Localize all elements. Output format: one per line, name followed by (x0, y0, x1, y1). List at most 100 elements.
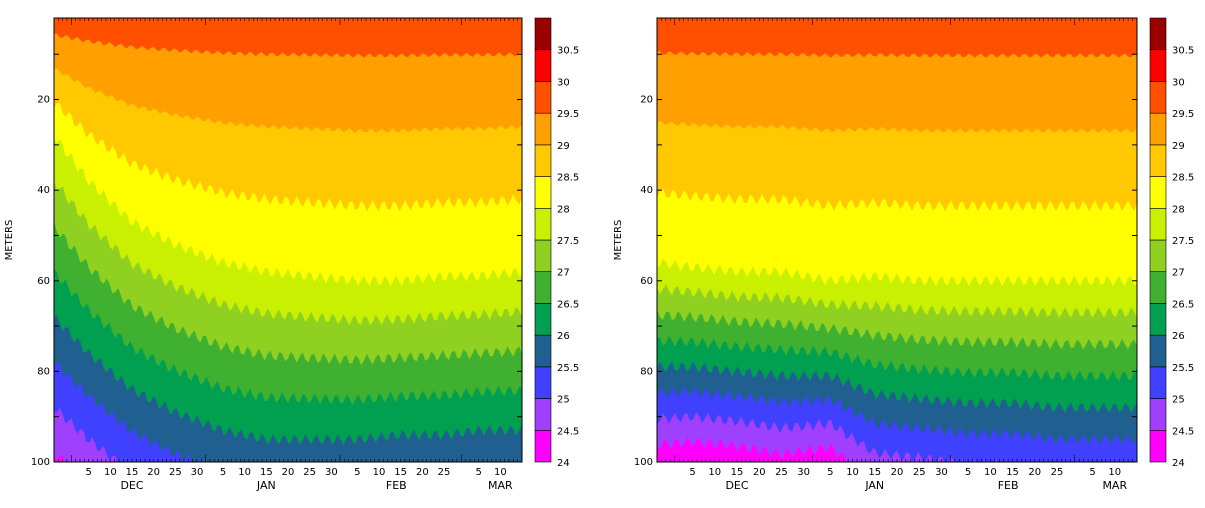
y-tick-label: 20 (640, 95, 653, 106)
colorbar-label: 28.5 (1172, 173, 1194, 184)
x-tick-label: 5 (965, 467, 971, 478)
left-colorbar: 24 24.5 25 25.5 26 26.5 27 27.5 28 28.5 29 29.5 30 30… (534, 17, 579, 469)
colorbar-label: 27.5 (1172, 236, 1194, 247)
month-label: JAN (864, 479, 884, 492)
colorbar-swatch (1149, 366, 1167, 399)
band-24.5 (657, 412, 1030, 462)
colorbar-swatch (1149, 303, 1167, 336)
colorbar-label: 25.5 (1172, 363, 1194, 374)
x-tick-label: 5 (220, 467, 226, 478)
colorbar-swatch (534, 81, 552, 114)
x-tick-label: 20 (1028, 467, 1041, 478)
x-tick-label: 10 (494, 467, 507, 478)
y-tick-label: 100 (634, 457, 653, 468)
band-24.5 (54, 407, 118, 462)
x-tick-label: 20 (282, 467, 295, 478)
x-tick-label: 25 (438, 467, 451, 478)
colorbar-swatch (1149, 334, 1167, 368)
colorbar-swatch (1149, 429, 1167, 463)
x-tick-label: 20 (147, 467, 160, 478)
month-label: FEB (386, 479, 407, 492)
colorbar-label: 28 (1172, 204, 1185, 215)
x-tick-label: 10 (708, 467, 721, 478)
x-tick-label: 5 (1089, 467, 1095, 478)
colorbar-swatch (1149, 49, 1167, 82)
colorbar-swatch (1149, 81, 1167, 114)
x-tick-label: 5 (85, 467, 91, 478)
colorbar-swatch (534, 239, 552, 273)
colorbar-label: 30.5 (1172, 46, 1194, 57)
left-contour-field (54, 18, 522, 462)
colorbar-swatch (534, 112, 552, 146)
x-tick-label: 5 (689, 467, 695, 478)
colorbar-label: 26.5 (1172, 299, 1194, 310)
x-tick-label: 20 (891, 467, 904, 478)
x-tick-label: 25 (1051, 467, 1064, 478)
colorbar-label: 25 (557, 395, 570, 406)
band-24 (657, 436, 854, 462)
band-25.5 (54, 314, 522, 462)
colorbar-label: 25.5 (557, 363, 579, 374)
month-label: DEC (120, 479, 143, 492)
colorbar-swatch (534, 429, 552, 463)
x-tick-label: 25 (775, 467, 788, 478)
colorbar-swatch (1149, 239, 1167, 273)
x-tick-label: 10 (846, 467, 859, 478)
colorbar-label: 24 (557, 458, 570, 469)
left-y-axis: 20 40 60 80 100 (31, 53, 522, 468)
right-colorbar: 24 24.5 25 25.5 26 26.5 27 27.5 28 28.5 29 29.5 30 30… (1149, 17, 1194, 469)
colorbar-swatch (534, 17, 552, 51)
colorbar-swatch (534, 144, 552, 177)
colorbar-label: 24.5 (557, 426, 579, 437)
y-tick-label: 40 (640, 185, 653, 196)
x-tick-label: 10 (984, 467, 997, 478)
month-label: JAN (256, 479, 276, 492)
colorbar-swatch (1149, 176, 1167, 209)
y-tick-label: 60 (37, 276, 50, 287)
y-tick-label: 20 (37, 95, 50, 106)
band-25 (54, 362, 202, 462)
colorbar-label: 25 (1172, 395, 1185, 406)
colorbar-label: 29.5 (557, 109, 579, 120)
x-tick-label: 15 (731, 467, 744, 478)
colorbar-label: 30 (1172, 77, 1185, 88)
x-tick-label: 10 (104, 467, 117, 478)
colorbar-label: 26.5 (557, 299, 579, 310)
x-tick-label: 30 (797, 467, 810, 478)
right-contour-field (657, 18, 1137, 462)
right-y-axis: 20 40 60 80 100 (634, 53, 1137, 468)
month-label: FEB (998, 479, 1019, 492)
x-tick-label: 5 (827, 467, 833, 478)
colorbar-label: 27 (557, 268, 570, 279)
colorbar-label: 30 (557, 77, 570, 88)
y-tick-label: 100 (31, 457, 50, 468)
colorbar-swatch (534, 207, 552, 241)
band-24 (54, 452, 65, 462)
band-26 (54, 267, 522, 462)
y-tick-label: 80 (640, 366, 653, 377)
x-tick-label: 10 (1108, 467, 1121, 478)
colorbar-swatch (534, 398, 552, 431)
x-tick-label: 15 (1006, 467, 1019, 478)
left-y-axis-label: METERS (4, 220, 15, 261)
colorbar-label: 27 (1172, 268, 1185, 279)
month-label: MAR (1102, 479, 1127, 492)
colorbar-label: 27.5 (557, 236, 579, 247)
colorbar-label: 30.5 (557, 46, 579, 57)
colorbar-label: 28.5 (557, 173, 579, 184)
x-tick-label: 20 (416, 467, 429, 478)
colorbar-swatch (1149, 271, 1167, 304)
y-tick-label: 40 (37, 185, 50, 196)
colorbar-swatch (534, 334, 552, 368)
colorbar-label: 26 (1172, 331, 1185, 342)
colorbar-label: 26 (557, 331, 570, 342)
right-y-axis-label: METERS (613, 220, 624, 261)
month-label: DEC (725, 479, 748, 492)
x-tick-label: 30 (325, 467, 338, 478)
x-tick-label: 15 (394, 467, 407, 478)
colorbar-swatch (1149, 398, 1167, 431)
right-x-axis: 5 10 15 20 25 30 5 10 15 20 25 30 5 10 15 20 25 5 10 DEC JAN… (656, 18, 1138, 492)
